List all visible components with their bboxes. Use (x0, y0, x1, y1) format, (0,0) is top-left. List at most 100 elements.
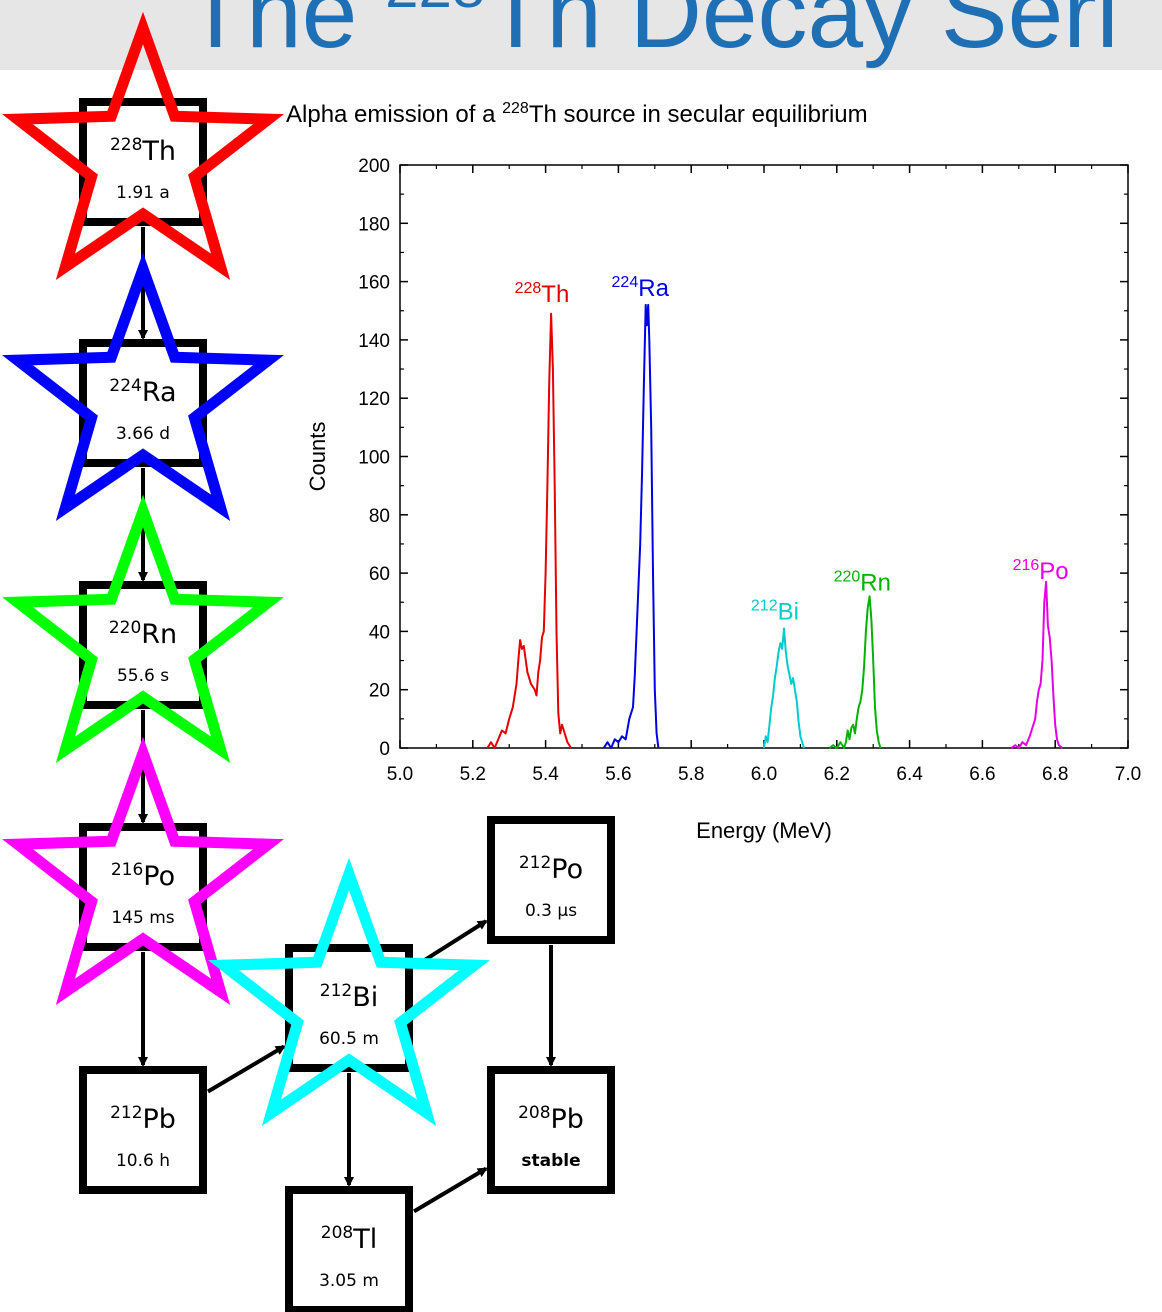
peak-label-mass: 212 (751, 598, 778, 615)
half-life-pb212: 10.6 h (116, 1151, 170, 1171)
chart-title: Alpha emission of a 228Th source in secu… (286, 100, 868, 128)
nuclide-label-th228: 228Th (110, 135, 176, 167)
half-life-rn220: 55.6 s (117, 666, 169, 686)
y-tick-label: 0 (379, 739, 390, 760)
plot-frame (399, 164, 1129, 749)
star-rn220 (2, 494, 284, 763)
nuclide-symbol: Tl (352, 1224, 377, 1255)
x-tick-label: 6.8 (1042, 764, 1068, 785)
nuclide-symbol: Po (143, 861, 175, 892)
nuclide-mass: 220 (109, 618, 141, 638)
nuclide-box-po212: 212Po 0.3 µs (487, 816, 615, 944)
peak-label-mass: 216 (1013, 557, 1040, 574)
spectrum-line-po216 (1010, 580, 1064, 749)
chart-title-prefix: Alpha emission of a (286, 101, 502, 128)
x-tick-label: 5.8 (678, 764, 704, 785)
nuclide-box-tl208: 208Tl 3.05 m (285, 1186, 413, 1312)
peak-label-mass: 224 (612, 274, 639, 291)
x-tick-label: 5.6 (605, 764, 631, 785)
nuclide-mass: 208 (518, 1103, 550, 1123)
peak-label-th228: 228Th (515, 280, 570, 308)
y-tick-label: 120 (358, 389, 390, 410)
peak-label-ra224: 224Ra (612, 274, 670, 302)
nuclide-label-rn220: 220Rn (109, 618, 177, 650)
nuclide-mass: 212 (320, 981, 352, 1001)
nuclide-symbol: Th (141, 136, 176, 167)
spectrum-line-rn220 (828, 595, 882, 749)
x-tick-label: 6.6 (969, 764, 995, 785)
nuclide-mass: 216 (111, 860, 143, 880)
slide-title-mass: 228 (385, 0, 485, 20)
nuclide-symbol: Ra (142, 377, 177, 408)
nuclide-mass: 224 (109, 376, 141, 396)
x-tick-label: 6.0 (751, 764, 777, 785)
nuclide-mass: 208 (321, 1223, 353, 1243)
nuclide-mass: 212 (519, 853, 551, 873)
title-bar: The 228Th Decay Seri (0, 0, 1162, 70)
nuclide-symbol: Bi (352, 982, 378, 1013)
nuclide-mass: 212 (110, 1103, 142, 1123)
y-tick-label: 160 (358, 273, 390, 294)
peak-label-symbol: Rn (860, 570, 891, 597)
nuclide-label-pb212: 212Pb (110, 1103, 176, 1135)
peak-label-mass: 228 (515, 280, 542, 297)
nuclide-label-bi212: 212Bi (320, 981, 378, 1013)
nuclide-symbol: Rn (141, 619, 177, 650)
half-life-po216: 145 ms (111, 908, 174, 928)
x-axis-label: Energy (MeV) (696, 818, 832, 843)
y-tick-label: 180 (358, 214, 390, 235)
nuclide-box-frame (487, 1066, 615, 1194)
nuclide-symbol: Pb (551, 1104, 584, 1135)
nuclide-box-pb208: 208Pb stable (487, 1066, 615, 1194)
star-ra224 (2, 252, 284, 521)
nuclide-label-tl208: 208Tl (321, 1223, 377, 1255)
nuclide-symbol: Po (551, 854, 583, 885)
spectrum-line-bi212 (763, 627, 805, 749)
y-tick-label: 40 (369, 622, 390, 643)
nuclide-box-frame (285, 1186, 413, 1312)
nuclide-label-po216: 216Po (111, 860, 175, 892)
half-life-pb208: stable (521, 1151, 580, 1171)
peak-label-symbol: Po (1039, 558, 1068, 585)
half-life-bi212: 60.5 m (319, 1029, 379, 1049)
x-tick-label: 6.4 (896, 764, 923, 785)
y-tick-label: 20 (369, 681, 390, 702)
slide-title-rest: Th Decay Seri (485, 0, 1119, 69)
spectrum-line-th228 (486, 312, 572, 749)
half-life-po212: 0.3 µs (525, 901, 577, 921)
half-life-tl208: 3.05 m (319, 1271, 379, 1291)
alpha-spectrum-chart: Alpha emission of a 228Th source in secu… (286, 100, 1141, 843)
decay-arrow-tl208-pb208 (412, 1166, 488, 1214)
y-tick-label: 200 (358, 156, 390, 177)
decay-arrow-pb212-bi212 (206, 1044, 286, 1094)
alpha-emitter-stars (2, 11, 490, 1126)
x-tick-label: 5.0 (387, 764, 413, 785)
slide-title: The 228Th Decay Seri (185, 0, 1119, 70)
y-axis-label: Counts (305, 422, 330, 492)
nuclide-box-frame (79, 1066, 207, 1194)
nuclide-label-ra224: 224Ra (109, 376, 176, 408)
spectrum-line-ra224 (602, 303, 660, 749)
peak-label-symbol: Ra (638, 275, 669, 302)
half-life-ra224: 3.66 d (116, 424, 170, 444)
nuclide-mass: 228 (110, 135, 142, 155)
x-tick-label: 5.2 (460, 764, 486, 785)
star-th228 (2, 11, 284, 280)
star-bi212 (208, 857, 490, 1126)
x-tick-label: 5.4 (532, 764, 559, 785)
y-tick-label: 100 (358, 448, 390, 469)
nuclide-box-frame (487, 816, 615, 944)
x-tick-label: 6.2 (824, 764, 850, 785)
nuclide-box-pb212: 212Pb 10.6 h (79, 1066, 207, 1194)
nuclide-label-pb208: 208Pb (518, 1103, 584, 1135)
half-life-th228: 1.91 a (116, 183, 170, 203)
nuclide-symbol: Pb (143, 1104, 176, 1135)
y-tick-label: 80 (369, 506, 390, 527)
chart-title-mass: 228 (502, 100, 529, 117)
peak-label-bi212: 212Bi (751, 598, 799, 626)
y-tick-label: 140 (358, 331, 390, 352)
peak-label-symbol: Bi (778, 599, 799, 626)
peak-label-po216: 216Po (1013, 557, 1069, 585)
x-tick-label: 7.0 (1115, 764, 1141, 785)
